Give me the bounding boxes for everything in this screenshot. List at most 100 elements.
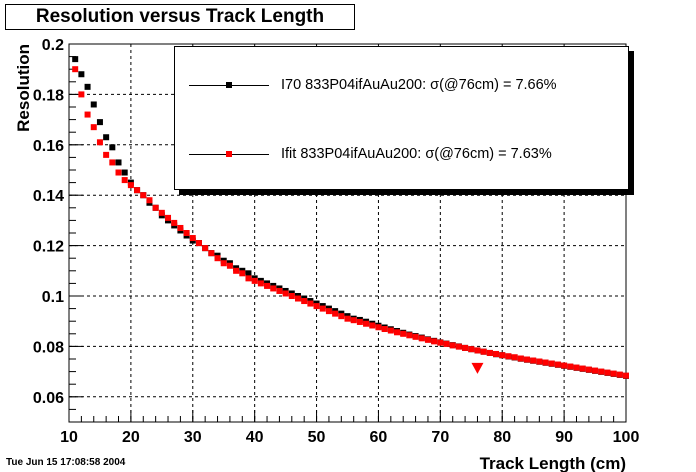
data-point — [536, 358, 543, 365]
data-point — [294, 295, 301, 302]
data-point — [288, 293, 295, 299]
data-point — [623, 372, 629, 379]
data-point — [72, 66, 79, 73]
data-point — [165, 214, 172, 221]
data-point — [356, 318, 363, 325]
data-point — [381, 326, 388, 333]
data-point — [387, 327, 394, 334]
x-tick-label: 60 — [370, 429, 388, 446]
data-point — [418, 335, 425, 342]
x-tick-label: 30 — [184, 429, 202, 446]
data-point — [78, 71, 85, 78]
data-point — [616, 371, 623, 378]
reference-marker — [471, 362, 484, 374]
data-point — [486, 349, 493, 356]
data-point — [208, 250, 215, 257]
legend-entry-ifit: Ifit 833P04ifAuAu200: σ(@76cm) = 7.63% — [189, 129, 609, 179]
data-point — [115, 159, 122, 166]
data-point — [437, 339, 444, 346]
data-point — [195, 240, 202, 247]
data-point — [90, 101, 97, 108]
data-point — [363, 320, 370, 327]
data-point — [270, 285, 277, 292]
data-point — [554, 361, 561, 368]
x-tick-label: 90 — [555, 429, 573, 446]
data-point — [96, 119, 103, 126]
data-point — [96, 139, 103, 146]
data-point — [214, 255, 221, 262]
data-point — [245, 270, 252, 277]
x-axis-label: Track Length (cm) — [480, 454, 626, 472]
chart-title-box: Resolution versus Track Length — [5, 4, 355, 30]
data-point — [338, 313, 345, 320]
data-point — [264, 282, 271, 289]
data-point — [431, 338, 438, 345]
data-point — [511, 354, 518, 361]
data-point — [319, 305, 326, 312]
legend-swatch-ifit — [189, 129, 269, 179]
y-tick-label: 0.06 — [33, 390, 64, 407]
data-point — [406, 332, 413, 339]
data-point — [474, 347, 481, 354]
data-point — [72, 56, 79, 63]
data-point — [171, 219, 178, 226]
data-point — [443, 340, 450, 347]
data-point — [523, 356, 530, 363]
data-point — [344, 315, 351, 322]
data-point — [375, 324, 382, 331]
data-point — [127, 182, 134, 189]
legend-label-ifit: Ifit 833P04ifAuAu200: — [281, 146, 422, 162]
x-tick-label: 100 — [613, 429, 640, 446]
data-point — [542, 359, 549, 366]
data-point — [134, 187, 141, 194]
data-point — [307, 300, 314, 307]
data-point — [598, 368, 605, 375]
data-point — [468, 346, 475, 353]
y-tick-label: 0.12 — [33, 239, 64, 256]
x-tick-label: 40 — [246, 429, 264, 446]
data-point — [109, 144, 116, 151]
data-point — [78, 91, 85, 98]
data-point — [121, 169, 128, 176]
data-point — [301, 298, 308, 305]
data-point — [517, 355, 524, 362]
data-point — [412, 333, 419, 340]
data-point — [202, 245, 209, 252]
data-point — [121, 177, 128, 184]
data-point — [350, 317, 357, 324]
data-point — [239, 270, 246, 277]
data-point — [480, 348, 487, 355]
x-tick-label: 70 — [431, 429, 449, 446]
data-point — [530, 357, 537, 364]
data-point — [579, 365, 586, 372]
y-tick-label: 0.16 — [33, 138, 64, 155]
x-tick-label: 80 — [493, 429, 511, 446]
x-tick-label: 50 — [308, 429, 326, 446]
data-point — [424, 336, 431, 343]
data-point — [257, 280, 264, 287]
data-point — [604, 369, 611, 376]
legend: I70 833P04ifAuAu200: σ(@76cm) = 7.66% If… — [174, 46, 629, 190]
data-point — [325, 308, 332, 315]
data-point — [177, 224, 184, 231]
data-point — [369, 322, 376, 329]
data-point — [610, 370, 617, 377]
y-tick-label: 0.18 — [33, 87, 64, 104]
data-point — [90, 124, 97, 131]
data-point — [573, 364, 580, 371]
data-point — [226, 262, 233, 269]
data-point — [115, 169, 122, 176]
data-point — [103, 134, 110, 141]
data-point — [561, 362, 568, 369]
y-tick-label: 0.14 — [33, 188, 64, 205]
x-tick-label: 10 — [60, 429, 78, 446]
data-point — [233, 267, 240, 274]
legend-sigma-i70: σ(@76cm) = 7.66% — [430, 77, 557, 93]
data-point — [189, 235, 196, 242]
data-point — [592, 367, 599, 374]
data-point — [493, 350, 500, 357]
data-point — [146, 197, 153, 204]
data-point — [462, 344, 469, 351]
data-point — [394, 329, 401, 336]
